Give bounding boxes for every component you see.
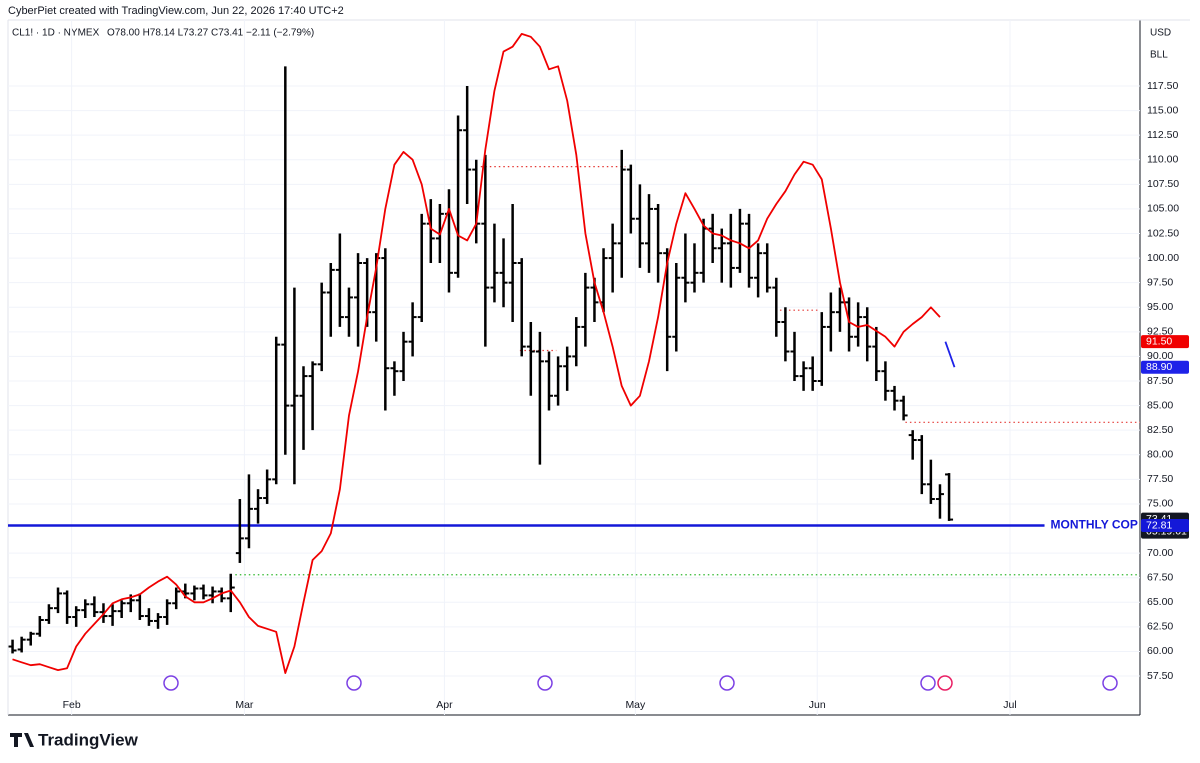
y-tick-label: 90.00 <box>1147 350 1173 362</box>
unit: BLL <box>1150 50 1168 61</box>
brand: TradingView <box>38 730 139 749</box>
y-tick-label: 82.50 <box>1147 424 1173 436</box>
x-tick-label: Mar <box>235 699 254 711</box>
y-tick-label: 75.00 <box>1147 498 1173 510</box>
ohlc-legend: O78.00 H78.14 L73.27 C73.41 −2.11 (−2.79… <box>107 28 314 39</box>
y-tick-label: 77.50 <box>1147 473 1173 485</box>
price-badge <box>1141 360 1189 374</box>
currency: USD <box>1150 28 1171 39</box>
logo-mark <box>10 733 34 747</box>
event-icon[interactable] <box>920 675 936 691</box>
price-badge-label: 91.50 <box>1146 335 1172 347</box>
y-tick-label: 95.00 <box>1147 301 1173 313</box>
y-tick-label: 97.50 <box>1147 276 1173 288</box>
price-badge <box>1141 335 1189 349</box>
grid <box>8 20 1140 715</box>
y-tick-label: 105.00 <box>1147 203 1179 215</box>
y-tick-label: 65.00 <box>1147 596 1173 608</box>
y-tick-label: 100.00 <box>1147 252 1179 264</box>
x-tick-label: Feb <box>63 699 81 711</box>
y-tick-label: 67.50 <box>1147 571 1173 583</box>
y-tick-label: 92.50 <box>1147 326 1173 338</box>
x-tick-label: Jul <box>1003 699 1016 711</box>
event-icon[interactable] <box>719 675 735 691</box>
y-tick-label: 107.50 <box>1147 178 1179 190</box>
price-badge-label: 88.90 <box>1146 361 1172 373</box>
y-tick-label: 80.00 <box>1147 449 1173 461</box>
y-tick-label: 60.00 <box>1147 645 1173 657</box>
level-label: MONTHLY COP <box>1051 518 1138 532</box>
y-tick-label: 112.50 <box>1147 129 1178 141</box>
y-tick-label: 115.00 <box>1147 104 1178 116</box>
event-icons <box>163 675 1118 691</box>
indicator-line <box>944 341 956 368</box>
event-icon[interactable] <box>1102 675 1118 691</box>
bars <box>8 66 954 654</box>
y-tick-label: 85.00 <box>1147 399 1173 411</box>
x-tick-label: Jun <box>809 699 826 711</box>
price-badge-label: 72.81 <box>1146 519 1172 531</box>
x-tick-label: Apr <box>436 699 453 711</box>
y-tick-label: 70.00 <box>1147 547 1173 559</box>
y-tick-label: 110.00 <box>1147 154 1178 166</box>
y-tick-label: 62.50 <box>1147 621 1173 633</box>
y-tick-label: 57.50 <box>1147 670 1173 682</box>
price-badge <box>1141 518 1189 532</box>
event-icon[interactable] <box>346 675 362 691</box>
y-tick-label: 102.50 <box>1147 227 1179 239</box>
indicator-line <box>12 33 941 674</box>
symbol-line: CL1! · 1D · NYMEX <box>12 28 100 39</box>
x-tick-label: May <box>625 699 646 711</box>
event-icon[interactable] <box>937 675 953 691</box>
event-icon[interactable] <box>163 675 179 691</box>
event-icon[interactable] <box>537 675 553 691</box>
logo: TradingView <box>10 730 139 749</box>
y-tick-label: 117.50 <box>1147 80 1178 92</box>
header: CyberPiet created with TradingView.com, … <box>8 5 344 17</box>
y-tick-label: 87.50 <box>1147 375 1173 387</box>
